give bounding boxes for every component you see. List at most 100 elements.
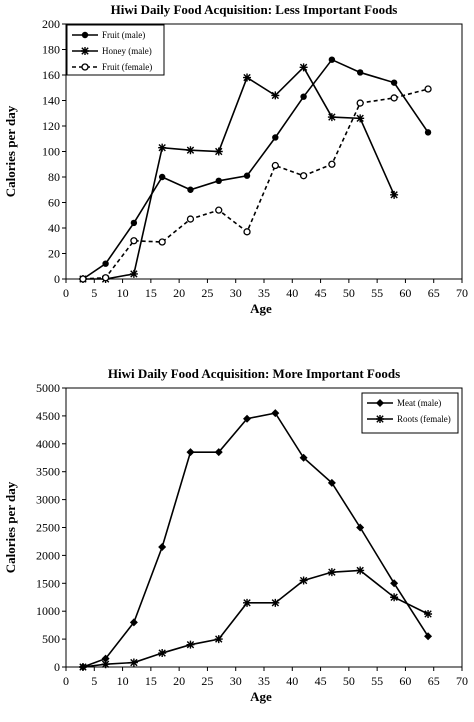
y-tick-label: 60 <box>48 196 60 210</box>
legend-marker <box>81 31 89 39</box>
data-point <box>129 658 138 667</box>
y-tick-label: 100 <box>42 145 60 159</box>
data-point <box>158 173 166 181</box>
x-tick-label: 25 <box>201 286 213 300</box>
y-axis-label: Calories per day <box>3 105 18 197</box>
legend-label: Meat (male) <box>397 398 441 408</box>
x-tick-label: 55 <box>371 286 383 300</box>
legend: Fruit (male) Honey (male) Fruit (female) <box>66 24 165 76</box>
chart-2: Hiwi Daily Food Acquisition: More Import… <box>3 366 468 704</box>
x-tick-label: 15 <box>145 286 157 300</box>
legend-marker <box>376 415 384 423</box>
data-point <box>327 568 336 577</box>
legend-marker <box>376 399 384 407</box>
data-point <box>390 190 399 199</box>
data-point <box>424 632 433 641</box>
data-point <box>356 99 364 107</box>
data-point <box>390 94 398 102</box>
data-point <box>356 114 365 123</box>
data-point <box>243 228 251 236</box>
data-point <box>186 448 195 457</box>
data-point <box>271 161 279 170</box>
data-point <box>327 113 336 122</box>
data-point <box>158 238 166 246</box>
y-tick-label: 140 <box>42 94 60 108</box>
series-meat-male <box>78 409 433 671</box>
y-tick-label: 1000 <box>36 604 60 618</box>
data-point <box>79 275 87 283</box>
y-tick-label: 160 <box>42 68 60 82</box>
data-point <box>243 73 252 82</box>
x-tick-label: 60 <box>399 674 411 688</box>
legend-marker <box>81 47 89 55</box>
data-point <box>215 177 222 185</box>
y-tick-label: 4000 <box>36 437 60 451</box>
y-tick-label: 40 <box>48 221 60 235</box>
y-tick-label: 200 <box>42 17 60 31</box>
legend-label: Fruit (male) <box>102 30 145 40</box>
legend-marker <box>81 63 89 71</box>
data-point <box>102 260 109 267</box>
data-point <box>271 598 280 607</box>
data-point <box>186 215 195 223</box>
data-point <box>356 566 365 575</box>
series-fruit-male <box>79 56 432 283</box>
data-point <box>328 56 336 63</box>
data-point <box>424 609 433 618</box>
data-point <box>187 186 194 193</box>
data-point <box>215 206 223 214</box>
data-point <box>390 579 399 588</box>
data-point <box>243 414 252 423</box>
x-tick-label: 30 <box>230 286 242 300</box>
series-fruit-female <box>79 85 432 283</box>
data-point <box>130 237 138 245</box>
data-point <box>101 654 110 663</box>
x-tick-label: 15 <box>145 674 157 688</box>
data-point <box>158 543 167 552</box>
data-point <box>390 593 399 602</box>
x-tick-label: 20 <box>173 674 185 688</box>
y-tick-label: 500 <box>42 632 60 646</box>
data-point <box>299 172 308 180</box>
x-tick-label: 35 <box>258 286 270 300</box>
data-point <box>129 269 138 278</box>
y-tick-label: 3000 <box>36 493 60 507</box>
data-point <box>214 147 223 156</box>
data-point <box>356 523 365 532</box>
y-tick-label: 80 <box>48 170 60 184</box>
y-tick-label: 1500 <box>36 576 60 590</box>
data-point <box>130 219 138 227</box>
x-tick-label: 55 <box>371 674 383 688</box>
series-line <box>82 66 395 280</box>
data-point <box>299 63 308 72</box>
data-point <box>243 598 252 607</box>
x-tick-label: 65 <box>428 674 440 688</box>
chart-title: Hiwi Daily Food Acquisition: More Import… <box>108 366 400 381</box>
data-point <box>299 453 308 462</box>
y-tick-label: 20 <box>48 247 60 261</box>
legend: Meat (male) Roots (female) <box>361 392 459 434</box>
x-tick-label: 5 <box>91 286 97 300</box>
legend-label: Roots (female) <box>397 414 451 424</box>
data-point <box>390 79 398 86</box>
x-tick-label: 0 <box>63 286 69 300</box>
x-tick-label: 30 <box>230 674 242 688</box>
series-line <box>82 88 429 280</box>
data-point <box>243 172 251 179</box>
data-point <box>186 146 195 155</box>
data-point <box>424 129 432 136</box>
data-point <box>214 448 223 457</box>
y-tick-label: 0 <box>54 272 60 286</box>
data-point <box>300 93 307 100</box>
x-tick-label: 50 <box>343 286 355 300</box>
data-point <box>327 478 336 487</box>
data-point <box>328 160 336 168</box>
data-point <box>271 91 280 100</box>
x-tick-label: 70 <box>456 286 468 300</box>
data-point <box>101 274 110 282</box>
y-tick-label: 5000 <box>36 381 60 395</box>
data-point <box>356 69 364 76</box>
x-tick-label: 10 <box>117 674 129 688</box>
x-tick-label: 10 <box>117 286 129 300</box>
